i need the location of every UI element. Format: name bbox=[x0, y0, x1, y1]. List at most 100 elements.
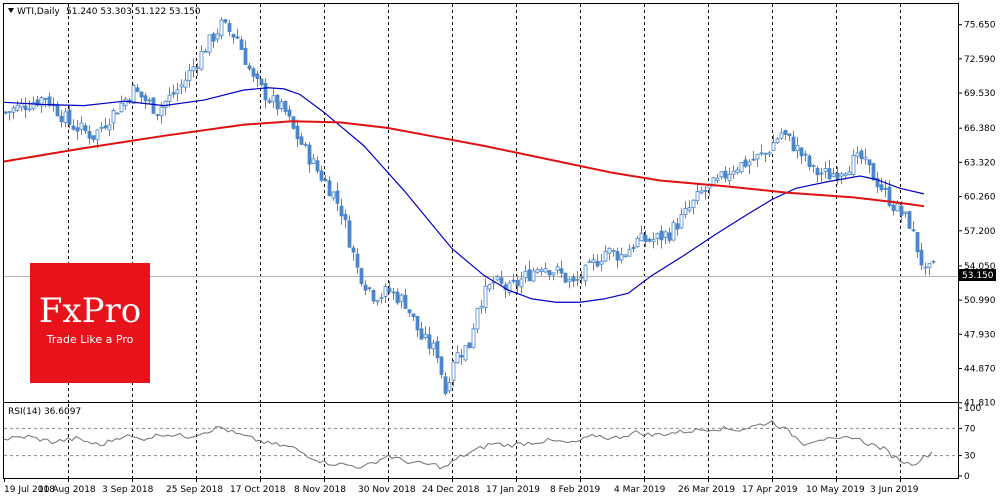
candle-body bbox=[903, 211, 908, 214]
time-tick-label: 17 Apr 2019 bbox=[742, 485, 798, 495]
fxpro-logo: FxPro Trade Like a Pro bbox=[30, 263, 150, 383]
candle-body bbox=[347, 220, 352, 248]
candle-body bbox=[803, 153, 808, 156]
candle-body bbox=[771, 142, 776, 151]
candle-body bbox=[427, 334, 432, 349]
candle-body bbox=[159, 106, 164, 117]
candle-body bbox=[827, 168, 832, 180]
price-tick-label: 69.530 bbox=[964, 89, 996, 99]
rsi-line bbox=[3, 419, 933, 470]
candle-body bbox=[323, 179, 328, 182]
candle-body bbox=[251, 68, 256, 77]
candle-body bbox=[915, 232, 920, 253]
candle-body bbox=[731, 170, 736, 175]
candle-body bbox=[775, 138, 780, 144]
logo-tagline: Trade Like a Pro bbox=[46, 333, 134, 346]
candle-body bbox=[75, 127, 80, 132]
time-tick-label: 30 Nov 2018 bbox=[358, 485, 416, 495]
candle-body bbox=[423, 333, 428, 338]
candle-body bbox=[723, 170, 728, 179]
time-tick-label: 10 May 2019 bbox=[806, 485, 865, 495]
candle-body bbox=[199, 51, 204, 70]
candle-body bbox=[459, 354, 464, 358]
candle-body bbox=[71, 125, 76, 130]
candle-body bbox=[819, 172, 824, 175]
candle-body bbox=[395, 291, 400, 304]
candle-body bbox=[435, 341, 440, 359]
candle-body bbox=[879, 184, 884, 191]
candle-body bbox=[715, 177, 720, 181]
candle-body bbox=[171, 92, 176, 95]
candle-body bbox=[299, 136, 304, 145]
candle-body bbox=[571, 276, 576, 282]
candle-body bbox=[99, 126, 104, 129]
candle-body bbox=[331, 191, 336, 199]
candle-body bbox=[727, 174, 732, 182]
candle-body bbox=[687, 207, 692, 211]
candle-body bbox=[855, 152, 860, 157]
candle-body bbox=[747, 161, 752, 166]
candle-body bbox=[787, 133, 792, 137]
candle-body bbox=[399, 294, 404, 303]
candle-body bbox=[519, 278, 524, 288]
time-tick-label: 17 Jan 2019 bbox=[486, 485, 540, 495]
candle-body bbox=[95, 129, 100, 141]
candle-body bbox=[383, 286, 388, 297]
candle-body bbox=[23, 105, 28, 110]
candle-body bbox=[91, 135, 96, 140]
candle-body bbox=[83, 125, 88, 132]
candle-body bbox=[511, 279, 516, 282]
candle-body bbox=[275, 94, 280, 110]
candle-body bbox=[367, 287, 372, 290]
candle-body bbox=[739, 162, 744, 173]
candle-body bbox=[911, 229, 916, 232]
candle-body bbox=[111, 110, 116, 124]
candle-body bbox=[931, 260, 936, 263]
candle-body bbox=[471, 328, 476, 348]
candle-body bbox=[807, 155, 812, 168]
candle-body bbox=[839, 173, 844, 177]
candle-body bbox=[891, 204, 896, 211]
candle-body bbox=[271, 95, 276, 103]
candle-body bbox=[703, 190, 708, 192]
price-tick-label: 44.870 bbox=[964, 364, 996, 374]
candle-body bbox=[527, 269, 532, 282]
candle-body bbox=[443, 376, 448, 394]
candle-body bbox=[759, 152, 764, 155]
candle-body bbox=[515, 279, 520, 287]
candle-body bbox=[79, 122, 84, 130]
candle-body bbox=[555, 266, 560, 271]
candle-body bbox=[11, 107, 16, 113]
candle-body bbox=[607, 247, 612, 254]
candle-body bbox=[523, 270, 528, 278]
candle-body bbox=[499, 277, 504, 284]
candle-body bbox=[327, 180, 332, 197]
candle-body bbox=[835, 172, 840, 180]
candle-body bbox=[47, 96, 52, 106]
candle-body bbox=[431, 342, 436, 350]
candle-body bbox=[43, 97, 48, 100]
candle-body bbox=[895, 203, 900, 212]
candle-body bbox=[175, 89, 180, 94]
candle-body bbox=[883, 188, 888, 190]
main-grid bbox=[4, 4, 958, 478]
candle-body bbox=[139, 91, 144, 98]
candle-body bbox=[611, 250, 616, 252]
candle-body bbox=[155, 114, 160, 116]
price-tick-label: 66.380 bbox=[964, 124, 996, 134]
candle-body bbox=[887, 186, 892, 206]
candle-body bbox=[287, 109, 292, 117]
candle-body bbox=[191, 66, 196, 72]
candle-body bbox=[567, 278, 572, 282]
candle-body bbox=[231, 33, 236, 38]
candle-body bbox=[543, 268, 548, 273]
candle-body bbox=[563, 272, 568, 283]
candle-body bbox=[163, 101, 168, 108]
candle-body bbox=[843, 173, 848, 176]
candle-body bbox=[619, 254, 624, 261]
candle-body bbox=[919, 249, 924, 266]
candle-body bbox=[907, 211, 912, 229]
time-tick-label: 3 Jun 2019 bbox=[870, 485, 919, 495]
candle-body bbox=[59, 115, 64, 123]
